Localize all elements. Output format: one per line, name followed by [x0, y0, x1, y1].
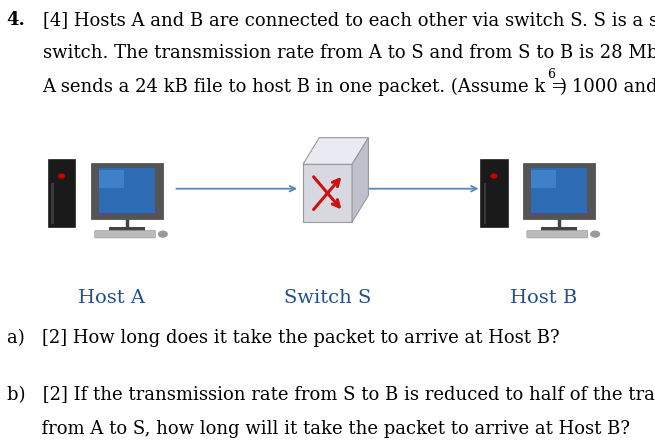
Text: 4.: 4.	[7, 11, 26, 29]
Bar	[48, 159, 75, 227]
Circle shape	[159, 231, 167, 237]
Text: Host B: Host B	[510, 289, 577, 307]
Bar	[480, 159, 508, 227]
Text: a)   [2] How long does it take the packet to arrive at Host B?: a) [2] How long does it take the packet …	[7, 329, 559, 347]
Text: from A to S, how long will it take the packet to arrive at Host B?: from A to S, how long will it take the p…	[7, 420, 629, 438]
Text: ): )	[559, 78, 567, 96]
Bar	[99, 170, 124, 188]
Text: switch. The transmission rate from A to S and from S to B is 28 Mbps. Assume hos: switch. The transmission rate from A to …	[43, 44, 655, 63]
Bar	[541, 227, 577, 231]
Circle shape	[491, 174, 497, 178]
Text: b)   [2] If the transmission rate from S to B is reduced to half of the transmis: b) [2] If the transmission rate from S t…	[7, 386, 655, 404]
Text: Switch S: Switch S	[284, 289, 371, 307]
Circle shape	[591, 231, 599, 237]
Bar	[523, 163, 595, 219]
Bar	[99, 168, 155, 214]
Bar	[91, 163, 163, 219]
Bar	[109, 227, 145, 231]
Polygon shape	[303, 138, 368, 164]
FancyBboxPatch shape	[527, 230, 588, 238]
Bar	[531, 170, 556, 188]
Bar	[531, 168, 588, 214]
Circle shape	[59, 174, 64, 178]
Text: 6: 6	[548, 68, 555, 81]
Text: A sends a 24 kB file to host B in one packet. (Assume k = 1000 and M =  10: A sends a 24 kB file to host B in one pa…	[43, 78, 655, 96]
Text: Host A: Host A	[78, 289, 145, 307]
FancyBboxPatch shape	[94, 230, 155, 238]
Text: [4] Hosts A and B are connected to each other via switch S. S is a store-and-for: [4] Hosts A and B are connected to each …	[43, 11, 655, 29]
Polygon shape	[352, 138, 368, 222]
Bar	[483, 183, 486, 224]
Polygon shape	[303, 164, 352, 222]
Bar	[51, 183, 54, 224]
